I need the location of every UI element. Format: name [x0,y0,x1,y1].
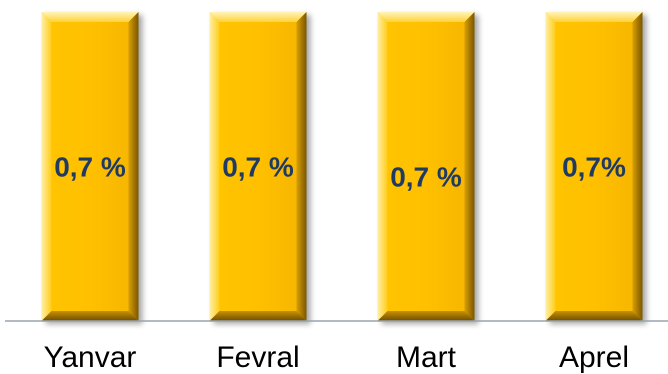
category-label: Yanvar [44,341,137,374]
bar-face [209,12,307,321]
bar-bevel-bottom [41,311,139,321]
bar-bevel-top [209,12,307,22]
data-label: 0,7% [562,152,626,183]
bar-bevel-bottom [377,311,475,321]
bar-bevel-left [41,12,52,321]
bar [41,12,139,321]
bar-bevel-top [377,12,475,22]
bar [545,12,643,321]
data-label: 0,7 % [54,152,126,183]
bar-bevel-bottom [209,311,307,321]
bar-bevel-left [209,12,220,321]
bar [377,12,475,321]
category-label: Aprel [559,341,629,374]
bar-bevel-left [377,12,388,321]
bar-face [377,12,475,321]
bar-bevel-left [545,12,556,321]
category-labels: Yanvar Fevral Mart Aprel [44,341,629,374]
bar-bevel-right [632,12,643,321]
bar [209,12,307,321]
bars-group: 0,7 % 0,7 % 0,7 % 0,7% [41,12,643,321]
category-label: Mart [396,341,457,374]
bar-face [41,12,139,321]
bar-face [545,12,643,321]
category-label: Fevral [216,341,299,374]
data-label: 0,7 % [390,162,462,193]
bar-bevel-top [41,12,139,22]
bar-bevel-top [545,12,643,22]
bar-bevel-right [464,12,475,321]
bar-bevel-right [296,12,307,321]
bar-bevel-bottom [545,311,643,321]
data-label: 0,7 % [222,152,294,183]
bar-bevel-right [128,12,139,321]
